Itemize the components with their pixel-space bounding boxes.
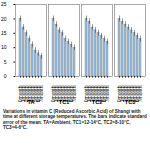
svg-text:TC3: TC3 [125, 99, 135, 105]
svg-text:20: 20 [1, 16, 7, 22]
svg-text:TA: TA [28, 99, 35, 105]
svg-text:7month: 7month [38, 85, 44, 102]
svg-text:10: 10 [1, 44, 7, 50]
svg-text:TC2: TC2 [92, 99, 102, 105]
html-text:Variations in vitamin C (Reduc: Variations in vitamin C (Reduced Ascorbi… [3, 109, 147, 131]
svg-text:25: 25 [1, 1, 7, 7]
svg-text:7month: 7month [104, 85, 110, 102]
svg-text:0: 0 [4, 73, 7, 79]
svg-text:7month: 7month [71, 85, 77, 102]
svg-text:5: 5 [4, 59, 7, 65]
svg-text:15: 15 [1, 30, 7, 36]
svg-text:7month: 7month [137, 85, 143, 102]
svg-text:TC1: TC1 [59, 99, 69, 105]
